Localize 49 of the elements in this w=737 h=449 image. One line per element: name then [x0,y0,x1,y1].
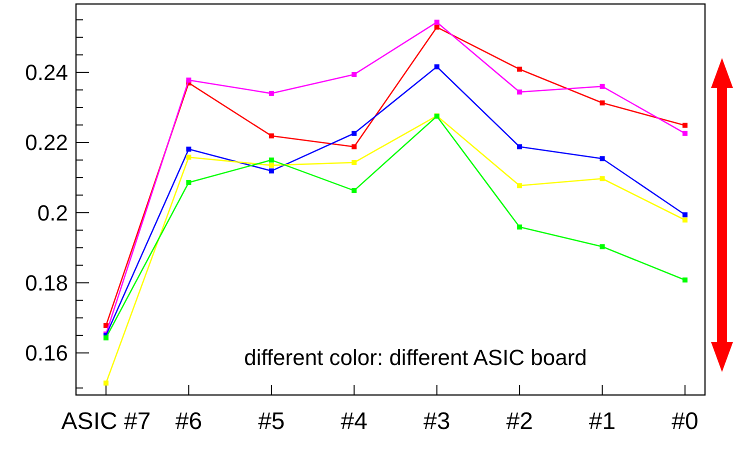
x-tick-label: ASIC #7 [61,408,151,435]
x-tick-label: #4 [340,408,368,435]
point [352,160,357,166]
x-tick-label: #5 [258,408,285,435]
point [682,130,688,136]
point [600,176,605,182]
point [434,24,440,30]
point [600,156,605,162]
point [268,133,274,138]
point [600,84,605,89]
y-tick-label: 0.24 [25,60,68,86]
point [104,323,108,328]
point [186,154,192,160]
point [186,78,192,83]
x-tick-label: #1 [588,408,616,435]
x-tick-label: #3 [424,408,450,435]
point [517,66,522,72]
point [352,72,357,77]
x-tick-label: #0 [672,408,698,435]
point [517,144,522,150]
point [104,380,108,386]
x-tick-label: #2 [506,408,533,435]
point [600,100,605,106]
point [186,180,192,185]
y-tick-label: 0.16 [25,340,68,366]
point [682,212,688,218]
annotation: different color: different ASIC board [244,345,587,370]
point [268,158,274,163]
point [517,183,522,188]
point [186,146,192,152]
point [352,144,357,150]
point [268,168,274,174]
point [682,218,688,223]
x-tick-label: #6 [175,408,202,435]
y-tick-label: 0.2 [37,200,68,226]
point [434,64,440,70]
point [434,20,440,25]
point [268,162,274,168]
point [104,335,108,340]
point [517,224,522,230]
y-tick-label: 0.22 [25,130,68,156]
point [268,90,274,96]
point [682,122,688,128]
point [517,90,522,95]
point [352,188,357,194]
y-tick-label: 0.18 [25,270,68,296]
point [352,130,357,136]
point [600,244,605,250]
point [682,277,688,282]
